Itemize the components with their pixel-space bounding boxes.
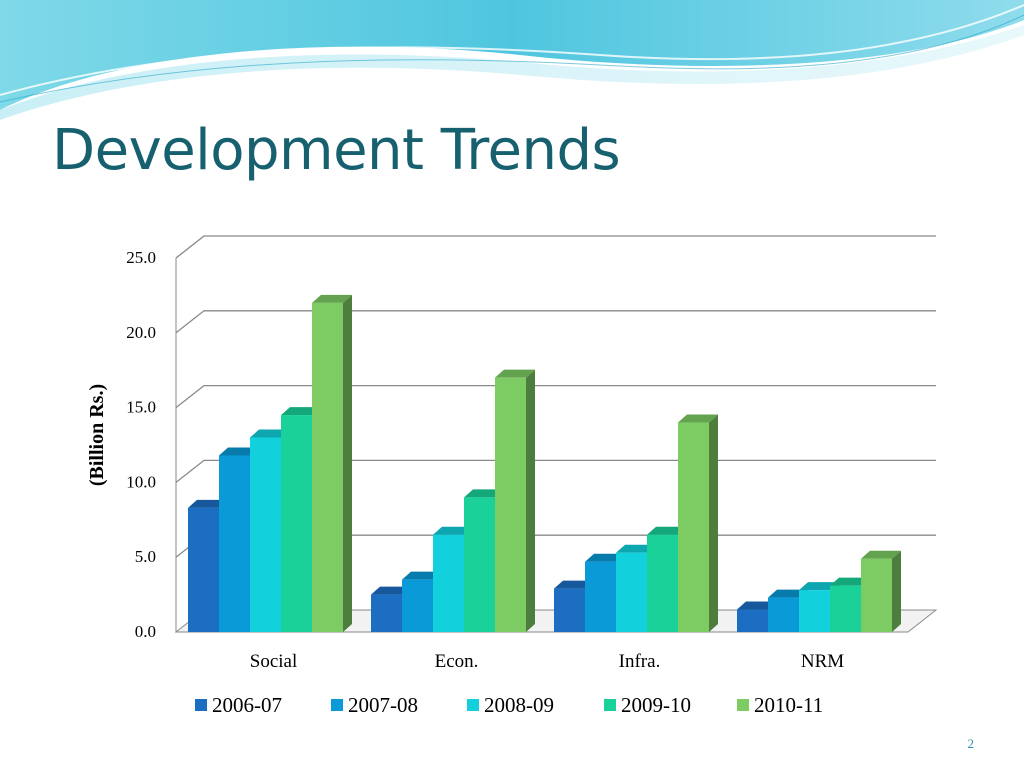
legend-swatch — [467, 699, 479, 711]
bar-2006-07-Social — [188, 507, 219, 632]
bar-top — [219, 447, 259, 456]
y-tick-label: 25.0 — [126, 248, 156, 267]
bar-2009-10-NRM — [830, 585, 861, 632]
bar-2007-08-NRM — [768, 597, 799, 632]
bar-2006-07-NRM — [737, 609, 768, 632]
legend-swatch — [331, 699, 343, 711]
bar-top — [737, 601, 777, 610]
bar-top — [433, 526, 473, 535]
gridline — [175, 310, 936, 334]
bar-top — [585, 553, 625, 562]
bar-2008-09-Econ. — [433, 534, 464, 632]
slide-title: Development Trends — [52, 118, 621, 183]
legend-swatch — [604, 699, 616, 711]
bar-top — [312, 294, 352, 303]
bar-2007-08-Econ. — [402, 579, 433, 632]
gridline — [175, 384, 936, 409]
bar-side — [343, 294, 352, 632]
legend-label: 2006-07 — [212, 693, 282, 717]
bar-top — [250, 429, 290, 438]
bar-2006-07-Econ. — [371, 594, 402, 632]
bar-2010-11-Social — [312, 302, 343, 632]
legend: 2006-07 2007-08 2008-09 2009-10 2010-11 — [195, 693, 823, 717]
bar-top — [799, 582, 839, 591]
bars — [188, 294, 901, 632]
bar-2010-11-NRM — [861, 558, 892, 632]
bar-top — [281, 407, 321, 416]
x-tick-label: Social — [250, 651, 298, 672]
bar-top — [768, 589, 808, 598]
labels: 0.0 5.0 10.0 15.0 20.0 25.0 (Billion Rs.) Socia… — [86, 248, 844, 672]
bar-2008-09-Social — [250, 437, 281, 632]
bar-top — [830, 577, 870, 586]
bar-top — [678, 414, 718, 423]
bar-top — [616, 544, 656, 553]
bar-top — [554, 580, 594, 589]
x-tick-label: Econ. — [435, 651, 479, 672]
bar-2008-09-NRM — [799, 590, 830, 632]
bar-2009-10-Econ. — [464, 497, 495, 632]
y-axis-label: (Billion Rs.) — [86, 384, 108, 486]
y-tick-label: 20.0 — [126, 323, 156, 342]
gridline — [175, 235, 936, 259]
x-tick-label: Infra. — [619, 651, 661, 672]
x-tick-label: NRM — [801, 651, 844, 672]
bar-top — [464, 489, 504, 498]
bar-side — [892, 550, 901, 632]
page-number: 2 — [967, 736, 975, 751]
bar-2007-08-Social — [219, 455, 250, 632]
legend-swatch — [195, 699, 207, 711]
bar-side — [709, 414, 718, 632]
legend-swatch — [737, 699, 749, 711]
bar-top — [647, 526, 687, 535]
y-tick-label: 0.0 — [135, 622, 156, 641]
bar-2009-10-Social — [281, 415, 312, 632]
bar-top — [495, 369, 535, 378]
y-tick-label: 15.0 — [126, 398, 156, 417]
wave-banner — [0, 0, 1024, 120]
legend-label: 2007-08 — [348, 693, 418, 717]
bar-top — [402, 571, 442, 580]
y-tick-label: 5.0 — [135, 547, 156, 566]
bar-2010-11-Econ. — [495, 377, 526, 632]
bar-2006-07-Infra. — [554, 588, 585, 632]
bar-top — [188, 499, 228, 508]
legend-label: 2009-10 — [621, 693, 691, 717]
legend-label: 2008-09 — [484, 693, 554, 717]
bar-2010-11-Infra. — [678, 422, 709, 632]
bar-top — [861, 550, 901, 559]
bar-2007-08-Infra. — [585, 561, 616, 632]
bar-2008-09-Infra. — [616, 552, 647, 632]
bar-2009-10-Infra. — [647, 534, 678, 632]
bar-top — [371, 586, 411, 595]
y-tick-label: 10.0 — [126, 472, 156, 491]
legend-label: 2010-11 — [754, 693, 823, 717]
y-axis-top — [175, 235, 205, 259]
bar-side — [526, 369, 535, 632]
